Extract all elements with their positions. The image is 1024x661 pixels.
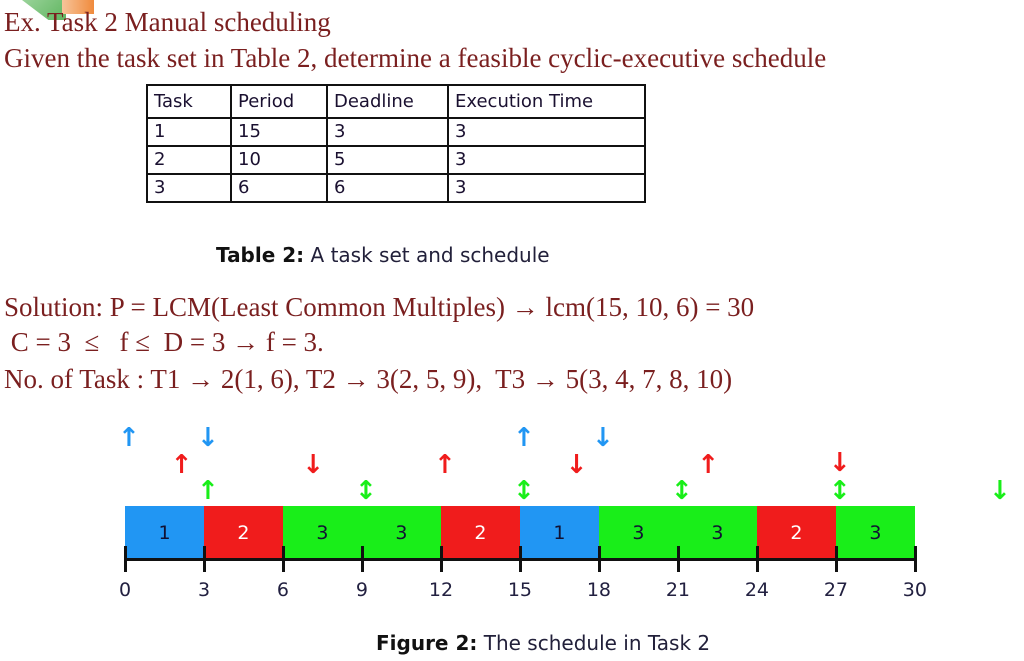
solution-line-lcm: Solution: P = LCM(Least Common Multiples… bbox=[4, 292, 755, 322]
schedule-block-task-2: 2 bbox=[756, 506, 836, 559]
release-deadline-arrow-icon: ↕ bbox=[828, 476, 851, 506]
deadline-arrow-icon: ↓ bbox=[591, 423, 614, 453]
release-deadline-arrow-icon: ↕ bbox=[512, 476, 535, 506]
release-deadline-arrow-icon: ↕ bbox=[354, 476, 377, 506]
axis-tick bbox=[360, 546, 364, 572]
cell-deadline: 6 bbox=[326, 173, 449, 203]
figure-caption: Figure 2: The schedule in Task 2 bbox=[376, 631, 710, 655]
release-arrow-icon: ↑ bbox=[512, 423, 535, 453]
cell-execution-time: 3 bbox=[447, 173, 646, 203]
header-period: Period bbox=[230, 84, 328, 119]
axis-tick-label: 27 bbox=[823, 579, 848, 601]
axis-tick bbox=[676, 546, 680, 572]
axis-tick-label: 21 bbox=[665, 579, 691, 601]
axis-tick bbox=[597, 546, 601, 572]
solution-line-task-count: No. of Task : T1 → 2(1, 6), T2 → 3(2, 5,… bbox=[4, 364, 733, 394]
axis-tick-label: 9 bbox=[355, 579, 369, 601]
axis-tick-label: 6 bbox=[276, 579, 290, 601]
axis-tick-label: 30 bbox=[902, 579, 927, 601]
cell-period: 10 bbox=[230, 145, 328, 175]
problem-statement: Given the task set in Table 2, determine… bbox=[4, 43, 827, 73]
schedule-block-task-3: 3 bbox=[361, 506, 441, 559]
axis-tick bbox=[439, 546, 443, 572]
schedule-block-task-3: 3 bbox=[598, 506, 678, 559]
axis-tick bbox=[202, 546, 206, 572]
cell-task: 1 bbox=[146, 117, 232, 147]
table-caption-text: A task set and schedule bbox=[304, 243, 550, 267]
table-header-row: Task Period Deadline Execution Time bbox=[146, 84, 646, 119]
release-arrow-icon: ↑ bbox=[118, 423, 140, 453]
schedule-block-task-2: 2 bbox=[440, 506, 520, 559]
axis-tick bbox=[281, 546, 285, 572]
table-caption-label: Table 2: bbox=[216, 243, 305, 267]
deadline-arrow-icon: ↓ bbox=[302, 450, 325, 480]
cell-period: 15 bbox=[230, 117, 328, 147]
release-arrow-icon: ↑ bbox=[170, 450, 193, 480]
schedule-block-task-1: 1 bbox=[125, 506, 204, 559]
release-arrow-icon: ↑ bbox=[196, 476, 219, 506]
table-row: 3 6 6 3 bbox=[146, 173, 646, 203]
table-row: 2 10 5 3 bbox=[146, 145, 646, 175]
release-deadline-arrow-icon: ↕ bbox=[670, 476, 693, 506]
schedule-block-task-3: 3 bbox=[677, 506, 757, 559]
axis-tick bbox=[518, 546, 522, 572]
slide-corner-decoration bbox=[22, 0, 94, 20]
cell-period: 6 bbox=[230, 173, 328, 203]
cell-deadline: 3 bbox=[326, 117, 449, 147]
axis-tick-label: 18 bbox=[586, 579, 612, 601]
axis-tick-label: 24 bbox=[744, 579, 769, 601]
solution-line-frame-size: C = 3 ≤ f ≤ D = 3 → f = 3. bbox=[4, 327, 324, 357]
schedule-block-task-3: 3 bbox=[835, 506, 915, 559]
axis-tick-label: 3 bbox=[197, 579, 211, 601]
figure-caption-label: Figure 2: bbox=[376, 631, 478, 655]
table-row: 1 15 3 3 bbox=[146, 117, 646, 147]
cell-execution-time: 3 bbox=[447, 117, 646, 147]
axis-tick bbox=[834, 546, 838, 572]
orange-shape bbox=[62, 0, 94, 14]
axis-tick-label: 12 bbox=[428, 579, 454, 601]
cell-task: 3 bbox=[146, 173, 232, 203]
figure-caption-text: The schedule in Task 2 bbox=[477, 631, 711, 655]
cell-deadline: 5 bbox=[326, 145, 449, 175]
deadline-arrow-icon: ↓ bbox=[828, 448, 851, 478]
schedule-block-task-3: 3 bbox=[282, 506, 362, 559]
deadline-arrow-icon: ↓ bbox=[196, 423, 219, 453]
axis-tick bbox=[913, 546, 917, 572]
header-task: Task bbox=[146, 84, 232, 119]
axis-tick bbox=[124, 546, 127, 572]
cell-task: 2 bbox=[146, 145, 232, 175]
schedule-block-task-1: 1 bbox=[519, 506, 599, 559]
axis-tick bbox=[755, 546, 759, 572]
deadline-arrow-icon: ↓ bbox=[989, 476, 1011, 506]
slide-title: Ex. Task 2 Manual scheduling bbox=[4, 7, 331, 37]
release-arrow-icon: ↑ bbox=[697, 450, 720, 480]
cell-execution-time: 3 bbox=[447, 145, 646, 175]
task-set-table: Task Period Deadline Execution Time 1 15… bbox=[146, 84, 646, 203]
release-arrow-icon: ↑ bbox=[433, 450, 456, 480]
header-execution-time: Execution Time bbox=[447, 84, 646, 119]
table-caption: Table 2: A task set and schedule bbox=[216, 243, 550, 267]
header-deadline: Deadline bbox=[326, 84, 449, 119]
deadline-arrow-icon: ↓ bbox=[565, 450, 588, 480]
axis-tick-label: 0 bbox=[118, 579, 132, 601]
schedule-block-task-2: 2 bbox=[203, 506, 283, 559]
axis-tick-label: 15 bbox=[507, 579, 533, 601]
